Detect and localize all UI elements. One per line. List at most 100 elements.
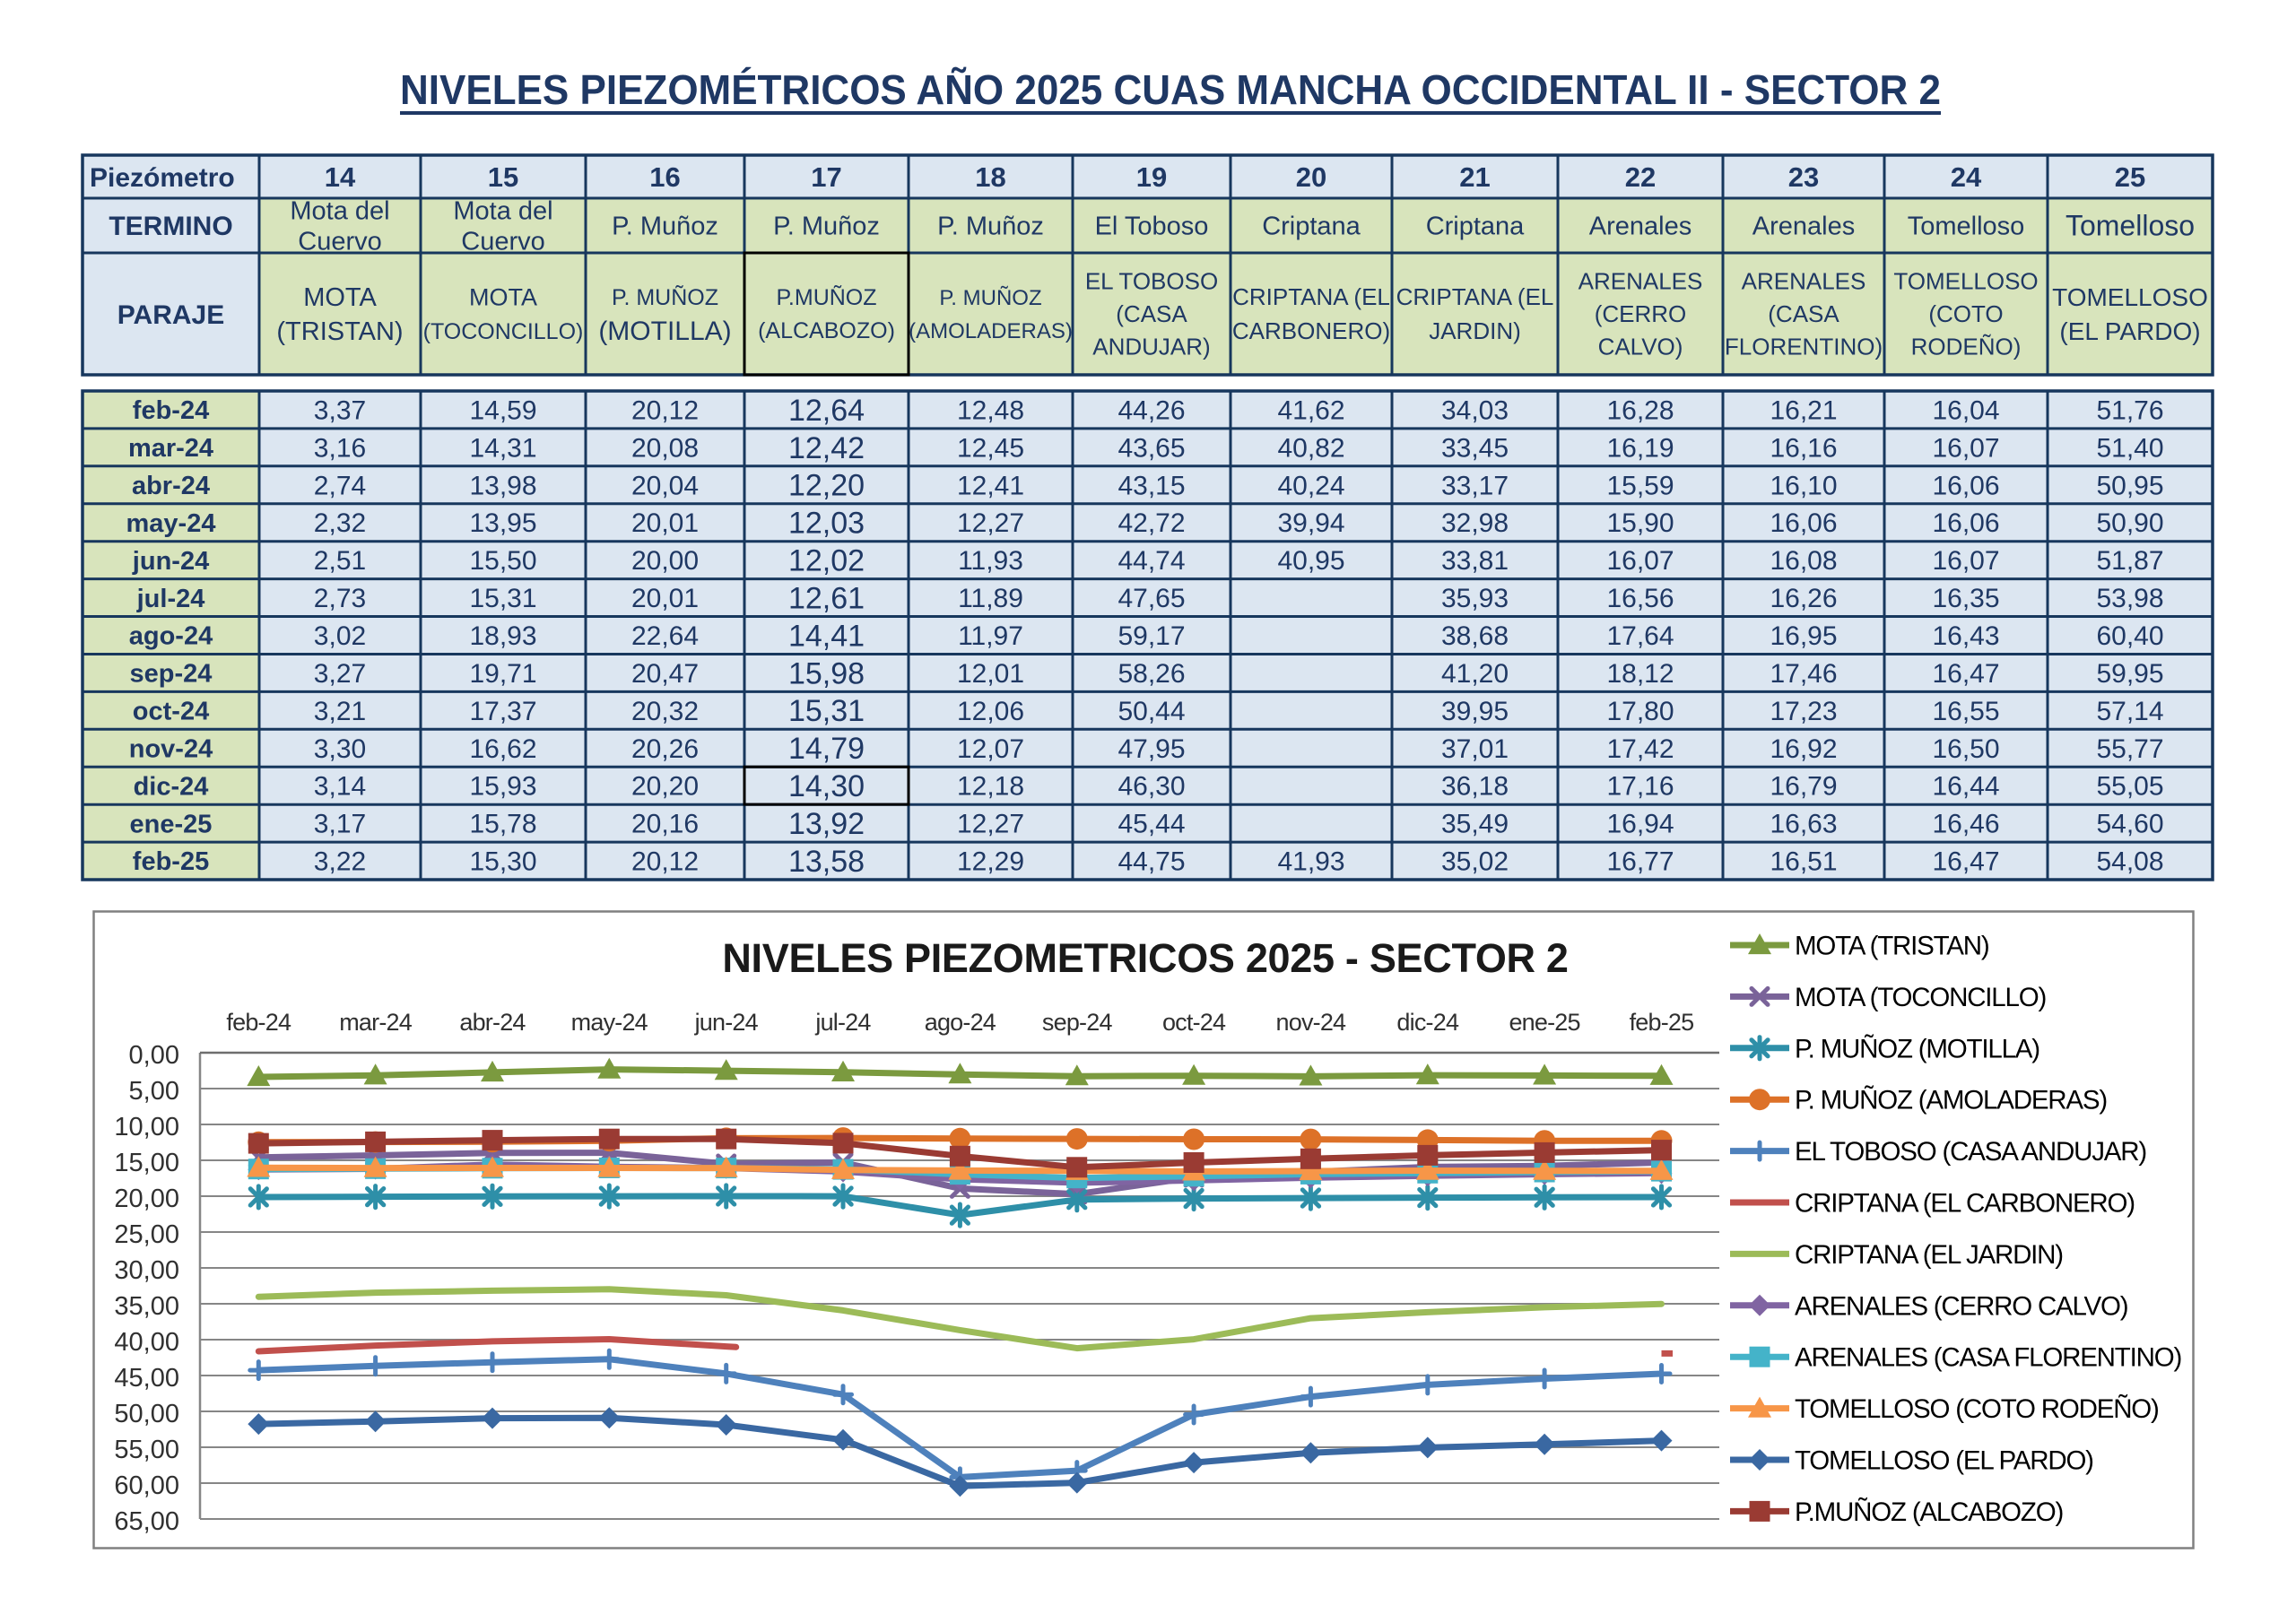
svg-text:13,58: 13,58: [788, 845, 865, 879]
svg-text:17,46: 17,46: [1770, 659, 1837, 689]
svg-text:Cuervo: Cuervo: [461, 228, 545, 256]
svg-text:65,00: 65,00: [114, 1507, 179, 1536]
svg-text:3,30: 3,30: [314, 734, 366, 764]
svg-text:EL TOBOSO: EL TOBOSO: [1085, 268, 1218, 295]
svg-text:Arenales: Arenales: [1589, 213, 1692, 241]
svg-text:3,16: 3,16: [314, 433, 366, 463]
svg-text:jul-24: jul-24: [814, 1009, 871, 1036]
svg-text:0,00: 0,00: [129, 1041, 179, 1070]
svg-text:17,23: 17,23: [1770, 697, 1837, 726]
svg-text:ARENALES (CASA FLORENTINO): ARENALES (CASA FLORENTINO): [1795, 1343, 2181, 1373]
svg-text:13,98: 13,98: [469, 471, 536, 500]
svg-text:ANDUJAR): ANDUJAR): [1092, 334, 1210, 360]
svg-text:18,93: 18,93: [469, 621, 536, 651]
svg-text:dic-24: dic-24: [1396, 1009, 1459, 1036]
svg-text:17,37: 17,37: [469, 697, 536, 726]
svg-text:12,27: 12,27: [957, 810, 1024, 839]
svg-text:38,68: 38,68: [1441, 621, 1509, 651]
svg-text:12,20: 12,20: [788, 469, 865, 503]
svg-text:P. Muñoz: P. Muñoz: [937, 213, 1044, 241]
svg-text:P. MUÑOZ: P. MUÑOZ: [612, 284, 718, 310]
svg-text:20,12: 20,12: [631, 396, 699, 426]
svg-text:CALVO): CALVO): [1598, 334, 1683, 360]
svg-text:mar-24: mar-24: [128, 434, 213, 463]
svg-text:50,95: 50,95: [2096, 471, 2163, 500]
svg-text:57,14: 57,14: [2096, 697, 2163, 726]
svg-text:MOTA (TOCONCILLO): MOTA (TOCONCILLO): [1795, 983, 2046, 1012]
svg-text:feb-25: feb-25: [1630, 1009, 1694, 1036]
svg-text:ARENALES: ARENALES: [1742, 268, 1866, 295]
svg-text:14,31: 14,31: [469, 433, 536, 463]
svg-text:15,78: 15,78: [469, 810, 536, 839]
svg-text:FLORENTINO): FLORENTINO): [1725, 334, 1883, 360]
svg-text:ago-24: ago-24: [925, 1009, 996, 1036]
svg-text:40,24: 40,24: [1277, 471, 1344, 500]
svg-text:P. MUÑOZ (AMOLADERAS): P. MUÑOZ (AMOLADERAS): [1795, 1085, 2107, 1115]
svg-text:16,79: 16,79: [1770, 772, 1837, 802]
svg-text:11,89: 11,89: [958, 584, 1023, 613]
svg-text:44,75: 44,75: [1118, 847, 1185, 877]
svg-text:41,20: 41,20: [1441, 659, 1509, 689]
svg-text:16,07: 16,07: [1606, 546, 1674, 576]
svg-text:12,45: 12,45: [957, 433, 1024, 463]
svg-text:35,49: 35,49: [1441, 810, 1509, 839]
svg-text:EL TOBOSO (CASA ANDUJAR): EL TOBOSO (CASA ANDUJAR): [1795, 1137, 2146, 1167]
svg-text:16,44: 16,44: [1932, 772, 1999, 802]
svg-text:12,64: 12,64: [788, 394, 865, 428]
svg-text:14,30: 14,30: [788, 769, 865, 803]
svg-text:CRIPTANA (EL CARBONERO): CRIPTANA (EL CARBONERO): [1795, 1189, 2135, 1219]
svg-text:40,00: 40,00: [114, 1328, 179, 1357]
svg-text:16,77: 16,77: [1606, 847, 1674, 877]
svg-text:22,64: 22,64: [631, 621, 699, 651]
svg-text:16,04: 16,04: [1932, 396, 1999, 426]
svg-text:jun-24: jun-24: [694, 1009, 759, 1036]
svg-text:21: 21: [1459, 161, 1490, 193]
svg-text:47,95: 47,95: [1118, 734, 1185, 764]
svg-text:24: 24: [1951, 161, 1982, 193]
svg-text:44,26: 44,26: [1118, 396, 1185, 426]
svg-text:15,98: 15,98: [788, 656, 865, 690]
svg-text:20: 20: [1296, 161, 1326, 193]
svg-text:P.MUÑOZ (ALCABOZO): P.MUÑOZ (ALCABOZO): [1795, 1497, 2063, 1527]
svg-text:55,77: 55,77: [2096, 734, 2163, 764]
svg-text:33,17: 33,17: [1441, 471, 1509, 500]
svg-text:Arenales: Arenales: [1752, 213, 1855, 241]
svg-text:jul-24: jul-24: [136, 585, 205, 613]
svg-text:(COTO: (COTO: [1928, 300, 2003, 327]
svg-text:16,47: 16,47: [1932, 847, 1999, 877]
svg-text:5,00: 5,00: [129, 1077, 179, 1106]
svg-text:P. Muñoz: P. Muñoz: [612, 213, 718, 241]
svg-text:55,05: 55,05: [2096, 772, 2163, 802]
svg-text:feb-25: feb-25: [133, 847, 209, 876]
svg-text:20,32: 20,32: [631, 697, 699, 726]
svg-text:MOTA: MOTA: [303, 283, 377, 312]
svg-text:abr-24: abr-24: [132, 472, 210, 500]
svg-text:ARENALES (CERRO CALVO): ARENALES (CERRO CALVO): [1795, 1291, 2127, 1321]
svg-text:43,65: 43,65: [1118, 433, 1185, 463]
svg-text:3,22: 3,22: [314, 847, 366, 877]
svg-text:P. MUÑOZ: P. MUÑOZ: [939, 286, 1041, 310]
svg-text:20,00: 20,00: [631, 546, 699, 576]
svg-text:16,35: 16,35: [1932, 584, 1999, 613]
svg-text:11,93: 11,93: [958, 546, 1023, 576]
svg-text:13,92: 13,92: [788, 807, 865, 841]
svg-text:may-24: may-24: [126, 509, 216, 538]
svg-text:PARAJE: PARAJE: [117, 300, 224, 330]
svg-text:59,17: 59,17: [1118, 621, 1185, 651]
svg-text:12,61: 12,61: [788, 582, 865, 616]
svg-text:16,56: 16,56: [1606, 584, 1674, 613]
svg-text:CRIPTANA (EL: CRIPTANA (EL: [1232, 283, 1390, 310]
svg-text:RODEÑO): RODEÑO): [1911, 334, 2022, 360]
svg-text:16,43: 16,43: [1932, 621, 1999, 651]
svg-text:oct-24: oct-24: [133, 698, 209, 726]
svg-text:jun-24: jun-24: [132, 547, 209, 576]
svg-text:25: 25: [2115, 161, 2145, 193]
svg-text:Tomelloso: Tomelloso: [1908, 213, 2025, 241]
svg-text:CRIPTANA (EL JARDIN): CRIPTANA (EL JARDIN): [1795, 1240, 2063, 1270]
svg-text:17,64: 17,64: [1606, 621, 1674, 651]
svg-text:ene-25: ene-25: [130, 810, 213, 838]
svg-text:3,02: 3,02: [314, 621, 366, 651]
svg-text:30,00: 30,00: [114, 1256, 179, 1285]
svg-text:20,12: 20,12: [631, 847, 699, 877]
svg-text:16,26: 16,26: [1770, 584, 1837, 613]
